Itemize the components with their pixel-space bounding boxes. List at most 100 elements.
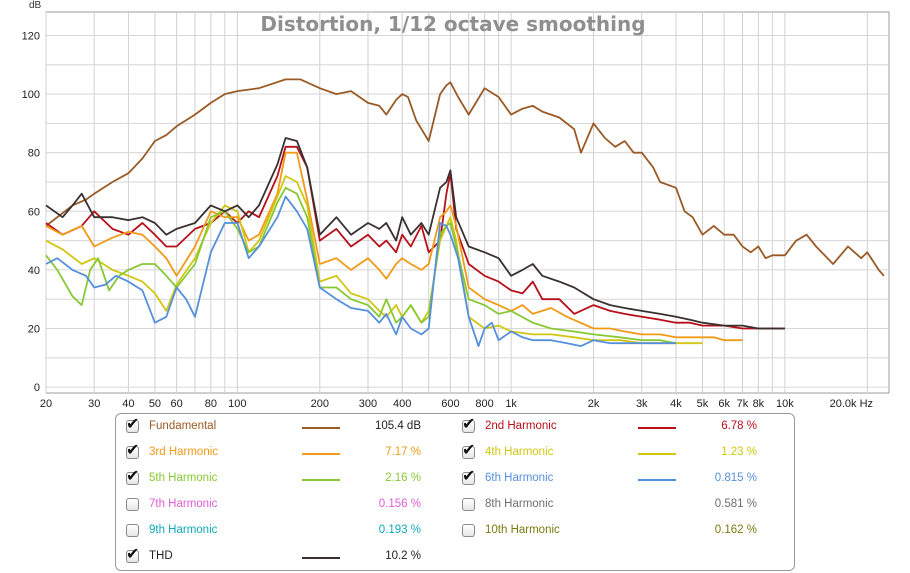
checkmark-icon: ✔: [462, 466, 476, 485]
legend-checkbox-5th-harmonic[interactable]: ✔: [126, 468, 139, 485]
x-tick-label: 50: [149, 398, 161, 410]
legend-item-thd: ✔ THD 10.2 %: [126, 546, 446, 569]
legend-panel: ✔ Fundamental 105.4 dB ✔ 2nd Harmonic 6.78 % ✔…: [115, 413, 795, 571]
legend-value: 7.17 %: [385, 446, 421, 458]
x-tick-label: 60: [170, 398, 182, 410]
x-tick-label: 1k: [505, 398, 517, 410]
legend-value: 0.156 %: [378, 498, 421, 510]
checkmark-icon: ✔: [126, 440, 140, 459]
x-tick-label: 5k: [697, 398, 709, 410]
legend-item-4th-harmonic: ✔ 4th Harmonic 1.23 %: [462, 442, 782, 465]
legend-name: 7th Harmonic: [149, 498, 218, 510]
legend-name: 3rd Harmonic: [149, 446, 219, 458]
series-lines: [45, 78, 885, 348]
legend-checkbox-6th-harmonic[interactable]: ✔: [462, 468, 475, 485]
y-tick-label: 120: [22, 30, 40, 42]
checkmark-icon: ✔: [462, 414, 476, 433]
legend-name: 8th Harmonic: [485, 498, 554, 510]
x-tick-label: 2k: [588, 398, 600, 410]
x-tick-label: 800: [475, 398, 493, 410]
checkmark-icon: ✔: [126, 414, 140, 433]
checkmark-icon: ✔: [126, 466, 140, 485]
legend-checkbox-4th-harmonic[interactable]: ✔: [462, 442, 475, 459]
legend-value: 0.581 %: [714, 498, 757, 510]
legend-item-10th-harmonic: 10th Harmonic 0.162 %: [462, 523, 782, 543]
legend-item-7th-harmonic: 7th Harmonic 0.156 %: [126, 497, 446, 517]
x-tick-label: 300: [359, 398, 377, 410]
legend-checkbox-thd[interactable]: ✔: [126, 546, 139, 563]
legend-swatch: [302, 427, 340, 429]
legend-name: 9th Harmonic: [149, 524, 218, 536]
x-tick-label: 600: [441, 398, 459, 410]
chart-title: Distortion, 1/12 octave smoothing: [260, 12, 645, 36]
legend-item-3rd-harmonic: ✔ 3rd Harmonic 7.17 %: [126, 442, 446, 465]
series-line-thd: [45, 137, 785, 330]
y-tick-label: 0: [34, 382, 40, 394]
checkmark-icon: ✔: [462, 440, 476, 459]
legend-item-fundamental: ✔ Fundamental 105.4 dB: [126, 416, 446, 439]
x-tick-label: 6k: [718, 398, 730, 410]
y-tick-label: 40: [28, 265, 40, 277]
plot-frame: [45, 11, 890, 394]
legend-name: 5th Harmonic: [149, 472, 218, 484]
legend-value: 0.815 %: [714, 472, 757, 484]
legend-swatch: [638, 453, 676, 455]
legend-item-2nd-harmonic: ✔ 2nd Harmonic 6.78 %: [462, 416, 782, 439]
series-line-6th-harmonic: [45, 195, 676, 348]
legend-checkbox-8th-harmonic[interactable]: [462, 498, 475, 511]
legend-value: 10.2 %: [385, 550, 421, 562]
y-tick-label: 80: [28, 148, 40, 160]
y-tick-label: 100: [22, 89, 40, 101]
legend-name: 10th Harmonic: [485, 524, 560, 536]
legend-name: Fundamental: [149, 420, 217, 432]
y-tick-label: 20: [28, 324, 40, 336]
series-line-3rd-harmonic: [45, 151, 743, 342]
x-tick-label: 3k: [636, 398, 648, 410]
grid-lines: [45, 12, 889, 393]
x-tick-label: 8k: [753, 398, 765, 410]
series-line-2nd-harmonic: [45, 145, 785, 330]
legend-value: 0.193 %: [378, 524, 421, 536]
legend-item-8th-harmonic: 8th Harmonic 0.581 %: [462, 497, 782, 517]
legend-item-5th-harmonic: ✔ 5th Harmonic 2.16 %: [126, 468, 446, 491]
legend-swatch: [638, 479, 676, 481]
series-line-4th-harmonic: [45, 175, 703, 345]
legend-swatch: [302, 479, 340, 481]
legend-name: 2nd Harmonic: [485, 420, 557, 432]
x-tick-label: 40: [122, 398, 134, 410]
checkmark-icon: ✔: [126, 544, 140, 563]
legend-name: 4th Harmonic: [485, 446, 554, 458]
x-tick-label: 10k: [776, 398, 794, 410]
legend-value: 1.23 %: [721, 446, 757, 458]
x-tick-label: 20.0k Hz: [830, 398, 873, 410]
legend-value: 2.16 %: [385, 472, 421, 484]
legend-item-6th-harmonic: ✔ 6th Harmonic 0.815 %: [462, 468, 782, 491]
x-tick-label: 100: [228, 398, 246, 410]
x-tick-label: 30: [88, 398, 100, 410]
legend-swatch: [302, 453, 340, 455]
series-line-fundamental: [45, 78, 885, 277]
legend-checkbox-9th-harmonic[interactable]: [126, 524, 139, 537]
x-tick-label: 200: [311, 398, 329, 410]
series-line-5th-harmonic: [45, 186, 677, 345]
x-tick-label: 4k: [670, 398, 682, 410]
y-axis-label: dB: [29, 0, 42, 11]
x-tick-label: 20: [40, 398, 52, 410]
x-tick-label: 80: [205, 398, 217, 410]
legend-checkbox-fundamental[interactable]: ✔: [126, 416, 139, 433]
legend-checkbox-10th-harmonic[interactable]: [462, 524, 475, 537]
x-tick-label: 7k: [737, 398, 749, 410]
legend-checkbox-3rd-harmonic[interactable]: ✔: [126, 442, 139, 459]
legend-value: 0.162 %: [714, 524, 757, 536]
legend-name: 6th Harmonic: [485, 472, 554, 484]
y-tick-label: 60: [28, 206, 40, 218]
legend-value: 105.4 dB: [374, 420, 421, 432]
x-tick-label: 400: [393, 398, 411, 410]
legend-checkbox-2nd-harmonic[interactable]: ✔: [462, 416, 475, 433]
legend-swatch: [638, 427, 676, 429]
legend-item-9th-harmonic: 9th Harmonic 0.193 %: [126, 523, 446, 543]
legend-checkbox-7th-harmonic[interactable]: [126, 498, 139, 511]
legend-value: 6.78 %: [721, 420, 757, 432]
